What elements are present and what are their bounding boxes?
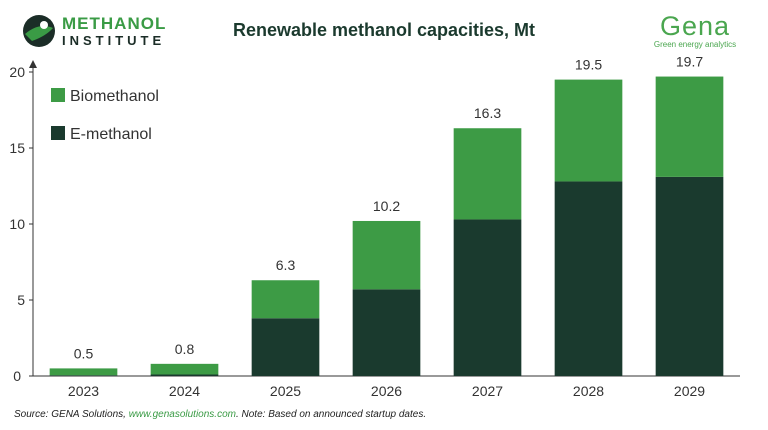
y-tick-label: 15 — [9, 140, 25, 156]
y-tick-label: 20 — [9, 64, 25, 80]
bar-biomethanol — [655, 76, 724, 177]
gena-logo-name: Gena — [659, 11, 731, 41]
bar-total-label: 10.2 — [373, 198, 400, 214]
bar-e-methanol — [251, 318, 320, 376]
bar-e-methanol — [49, 375, 118, 376]
legend-swatch-biomethanol — [51, 88, 65, 102]
y-tick-label: 10 — [9, 216, 25, 232]
bar-total-label: 6.3 — [276, 257, 296, 273]
gena-logo-tagline: Green energy analytics — [653, 40, 737, 49]
source-link[interactable]: www.genasolutions.com — [128, 409, 236, 420]
methanol-institute-logo-mark — [23, 15, 55, 47]
bar-biomethanol — [554, 79, 623, 182]
logo-word-methanol: METHANOL — [62, 14, 167, 33]
x-tick-label: 2027 — [472, 383, 503, 399]
legend-label: Biomethanol — [70, 88, 159, 105]
x-tick-label: 2028 — [573, 383, 604, 399]
x-tick-label: 2024 — [169, 383, 200, 399]
chart-title: Renewable methanol capacities, Mt — [232, 20, 536, 40]
x-tick-label: 2029 — [674, 383, 705, 399]
methanol-institute-logo: METHANOL INSTITUTE — [22, 12, 172, 50]
bar-biomethanol — [251, 280, 320, 319]
bar-e-methanol — [655, 176, 724, 376]
legend-label: E-methanol — [70, 126, 152, 143]
x-tick-label: 2026 — [371, 383, 402, 399]
bar-e-methanol — [352, 289, 421, 376]
bar-e-methanol — [150, 374, 219, 376]
bar-biomethanol — [49, 368, 118, 376]
logo-word-institute: INSTITUTE — [62, 33, 166, 48]
bar-total-label: 16.3 — [474, 105, 501, 121]
bar-biomethanol — [453, 128, 522, 220]
bar-total-label: 19.5 — [575, 57, 602, 73]
x-tick-label: 2025 — [270, 383, 301, 399]
y-tick-label: 0 — [13, 368, 21, 384]
bar-total-label: 0.5 — [74, 345, 94, 361]
y-axis-arrow — [29, 60, 37, 68]
source-note: Source: GENA Solutions, www.genasolution… — [14, 409, 426, 420]
legend-swatch-e-methanol — [51, 126, 65, 140]
bar-e-methanol — [554, 181, 623, 376]
bar-e-methanol — [453, 219, 522, 376]
bar-biomethanol — [352, 220, 421, 290]
source-prefix: Source: GENA Solutions, — [14, 409, 129, 420]
y-tick-label: 5 — [17, 292, 25, 308]
bar-total-label: 19.7 — [676, 54, 703, 70]
bar-biomethanol — [150, 363, 219, 375]
bar-total-label: 0.8 — [175, 341, 195, 357]
source-suffix: . Note: Based on announced startup dates… — [235, 409, 427, 420]
x-tick-label: 2023 — [68, 383, 99, 399]
gena-logo: Gena Green energy analytics — [640, 12, 750, 52]
